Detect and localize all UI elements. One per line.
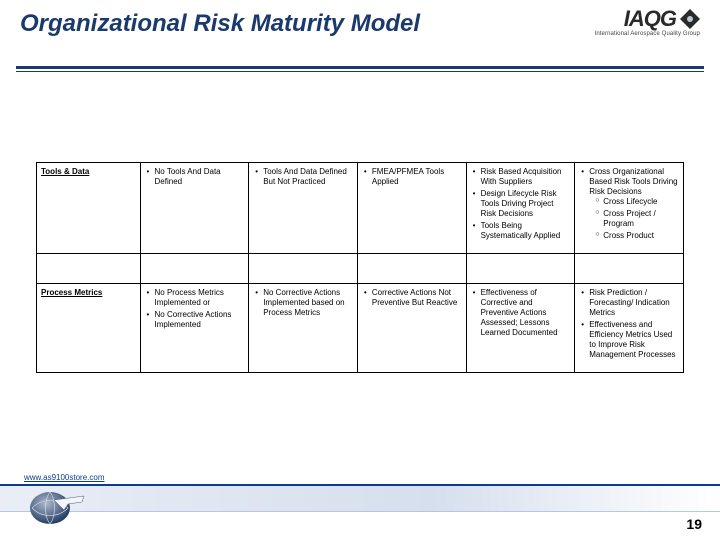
sub-bullet-list: Cross Lifecycle Cross Project / Program Cr…	[589, 197, 679, 241]
bullet-list: No Corrective Actions Implemented based …	[253, 288, 353, 318]
logo: IAQG International Aerospace Quality Gro…	[595, 6, 700, 37]
logo-subtitle: International Aerospace Quality Group	[595, 31, 700, 37]
table-cell: Risk Based Acquisition With SuppliersDes…	[466, 163, 575, 254]
row-header: Tools & Data	[37, 163, 141, 254]
table-cell: Risk Prediction / Forecasting/ Indicatio…	[575, 284, 684, 373]
logo-diamond-icon	[680, 9, 700, 29]
table-row: Process MetricsNo Process Metrics Implem…	[37, 284, 684, 373]
list-item: Corrective Actions Not Preventive But Re…	[364, 288, 462, 308]
sub-list-item: Cross Product	[595, 231, 679, 241]
list-item: No Corrective Actions Implemented	[147, 310, 245, 330]
bullet-list: Effectiveness of Corrective and Preventi…	[471, 288, 571, 338]
table-cell: No Corrective Actions Implemented based …	[249, 284, 358, 373]
logo-text: IAQG	[624, 6, 676, 32]
sub-list-item: Cross Lifecycle	[595, 197, 679, 207]
footer: www.as9100store.com 19	[0, 460, 720, 540]
list-item: No Corrective Actions Implemented based …	[255, 288, 353, 318]
list-item: Tools And Data Defined But Not Practiced	[255, 167, 353, 187]
footer-band	[0, 486, 720, 512]
list-item: FMEA/PFMEA Tools Applied	[364, 167, 462, 187]
bullet-list: No Process Metrics Implemented orNo Corr…	[145, 288, 245, 330]
list-item: No Tools And Data Defined	[147, 167, 245, 187]
page-number: 19	[686, 516, 702, 532]
sub-list-item: Cross Project / Program	[595, 209, 679, 229]
bullet-list: FMEA/PFMEA Tools Applied	[362, 167, 462, 187]
maturity-table: Tools & Data No Tools And Data Defined Too…	[36, 162, 684, 373]
table-row: Tools & Data No Tools And Data Defined Too…	[37, 163, 684, 254]
table-cell: Cross Organizational Based Risk Tools Dr…	[575, 163, 684, 254]
table-cell: Effectiveness of Corrective and Preventi…	[466, 284, 575, 373]
header: Organizational Risk Maturity Model IAQG …	[0, 0, 720, 64]
row-header: Process Metrics	[37, 284, 141, 373]
table-cell: No Tools And Data Defined	[140, 163, 249, 254]
logo-top: IAQG	[595, 6, 700, 32]
bullet-list: No Tools And Data Defined	[145, 167, 245, 187]
list-item: Cross Organizational Based Risk Tools Dr…	[581, 167, 679, 241]
list-item: Risk Prediction / Forecasting/ Indicatio…	[581, 288, 679, 318]
list-item: Design Lifecycle Risk Tools Driving Proj…	[473, 189, 571, 219]
table-region: Tools & Data No Tools And Data Defined Too…	[0, 72, 720, 373]
table-cell: FMEA/PFMEA Tools Applied	[357, 163, 466, 254]
bullet-list: Tools And Data Defined But Not Practiced	[253, 167, 353, 187]
table-cell: Corrective Actions Not Preventive But Re…	[357, 284, 466, 373]
list-item: Tools Being Systematically Applied	[473, 221, 571, 241]
bullet-list: Risk Based Acquisition With SuppliersDes…	[471, 167, 571, 241]
list-item: Effectiveness of Corrective and Preventi…	[473, 288, 571, 338]
table-cell: Tools And Data Defined But Not Practiced	[249, 163, 358, 254]
table-spacer-row	[37, 254, 684, 284]
globe-plane-icon	[24, 480, 88, 528]
table-cell: No Process Metrics Implemented orNo Corr…	[140, 284, 249, 373]
bullet-list: Risk Prediction / Forecasting/ Indicatio…	[579, 288, 679, 360]
list-item: No Process Metrics Implemented or	[147, 288, 245, 308]
bullet-list: Cross Organizational Based Risk Tools Dr…	[579, 167, 679, 241]
slide: Organizational Risk Maturity Model IAQG …	[0, 0, 720, 540]
list-item: Risk Based Acquisition With Suppliers	[473, 167, 571, 187]
list-item: Effectiveness and Efficiency Metrics Use…	[581, 320, 679, 360]
bullet-list: Corrective Actions Not Preventive But Re…	[362, 288, 462, 308]
